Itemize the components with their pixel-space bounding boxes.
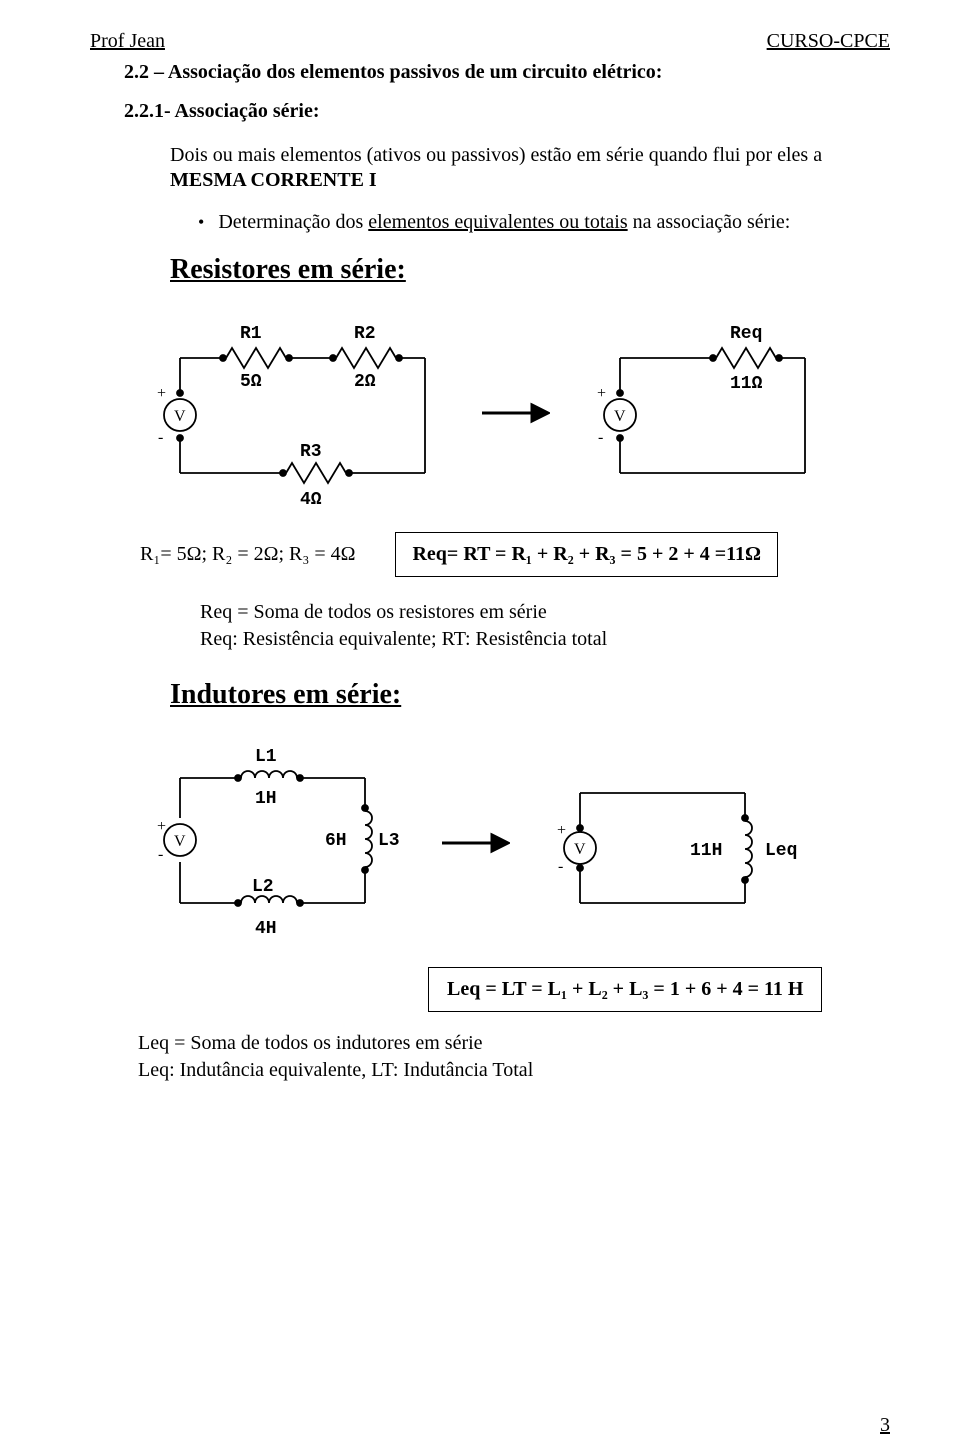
v-plus-l-right: + <box>557 822 566 839</box>
resistor-explain2: Req: Resistência equivalente; RT: Resist… <box>200 628 890 651</box>
arrow-icon <box>480 398 550 428</box>
v-plus-r-right: + <box>597 385 606 402</box>
resistor-explain1: Req = Soma de todos os resistores em sér… <box>200 601 890 624</box>
page: Prof Jean CURSO-CPCE 2.2 – Associação do… <box>0 0 960 1455</box>
resistor-eq-row: R₁= 5Ω; R₂ = 2Ω; R₃ = 4Ω Req= RT = R₁ + … <box>140 532 890 577</box>
r3-label: R3 <box>300 442 322 462</box>
v-source-r-right: V <box>614 408 626 425</box>
header-right: CURSO-CPCE <box>767 30 890 53</box>
intro-line2: MESMA CORRENTE I <box>170 169 377 191</box>
inductor-explain1: Leq = Soma de todos os indutores em séri… <box>138 1032 890 1055</box>
r1-value: 5Ω <box>240 372 262 392</box>
intro-line1: Dois ou mais elementos (ativos ou passiv… <box>170 144 822 166</box>
inductor-eq-box: Leq = LT = L₁ + L₂ + L₃ = 1 + 6 + 4 = 11… <box>428 967 822 1012</box>
l1-label: L1 <box>255 747 277 767</box>
intro-text: Dois ou mais elementos (ativos ou passiv… <box>170 143 890 193</box>
leq-label: Leq <box>765 841 797 861</box>
inductors-title: Indutores em série: <box>170 679 890 711</box>
arrow-icon-2 <box>440 828 510 858</box>
inductor-explain2: Leq: Indutância equivalente, LT: Indutân… <box>138 1059 890 1082</box>
bullet-icon: • <box>198 211 204 234</box>
v-source-r-left: V <box>174 408 186 425</box>
v-minus-r-right: - <box>598 429 603 446</box>
page-number: 3 <box>880 1414 890 1437</box>
bullet-part-a: Determinação dos <box>218 211 368 233</box>
resistor-circuit-right: Req 11Ω V + - <box>580 308 840 518</box>
resistors-title: Resistores em série: <box>170 254 890 286</box>
inductor-circuit-left: L1 1H L2 4H 6H L3 V + - <box>140 733 410 953</box>
req-value: 11Ω <box>730 374 763 394</box>
bullet-row: • Determinação dos elementos equivalente… <box>198 211 890 234</box>
v-plus-l-left: + <box>157 818 166 835</box>
v-minus-l-left: - <box>158 846 163 863</box>
v-source-l-left: V <box>174 833 186 850</box>
resistor-circuit-left: R1 5Ω R2 2Ω R3 4Ω V + - <box>140 308 450 518</box>
inductor-circuit-right: 11H Leq V + - <box>540 753 840 933</box>
v-minus-l-right: - <box>558 858 563 875</box>
leq-value: 11H <box>690 841 722 861</box>
l2-label: L2 <box>252 877 274 897</box>
v-plus-r-left: + <box>157 385 166 402</box>
req-label: Req <box>730 324 762 344</box>
bullet-part-u: elementos equivalentes ou totais <box>368 211 627 233</box>
v-minus-r-left: - <box>158 429 163 446</box>
section-title: 2.2 – Associação dos elementos passivos … <box>124 61 890 84</box>
resistor-given: R₁= 5Ω; R₂ = 2Ω; R₃ = 4Ω <box>140 543 355 566</box>
inductor-circuit-row: L1 1H L2 4H 6H L3 V + - <box>140 733 890 953</box>
l3-value: 6H <box>325 831 347 851</box>
r1-label: R1 <box>240 324 262 344</box>
bullet-text: Determinação dos elementos equivalentes … <box>218 211 790 234</box>
l3-label: L3 <box>378 831 400 851</box>
subsection-title: 2.2.1- Associação série: <box>124 100 890 123</box>
r2-label: R2 <box>354 324 376 344</box>
l1-value: 1H <box>255 789 277 809</box>
page-header: Prof Jean CURSO-CPCE <box>90 30 890 53</box>
v-source-l-right: V <box>574 841 586 858</box>
l2-value: 4H <box>255 919 277 939</box>
resistor-eq-box: Req= RT = R₁ + R₂ + R₃ = 5 + 2 + 4 =11Ω <box>395 532 778 577</box>
bullet-part-b: na associação série: <box>628 211 791 233</box>
resistor-circuit-row: R1 5Ω R2 2Ω R3 4Ω V + - <box>140 308 890 518</box>
header-left: Prof Jean <box>90 30 165 53</box>
r2-value: 2Ω <box>354 372 376 392</box>
r3-value: 4Ω <box>300 490 322 510</box>
